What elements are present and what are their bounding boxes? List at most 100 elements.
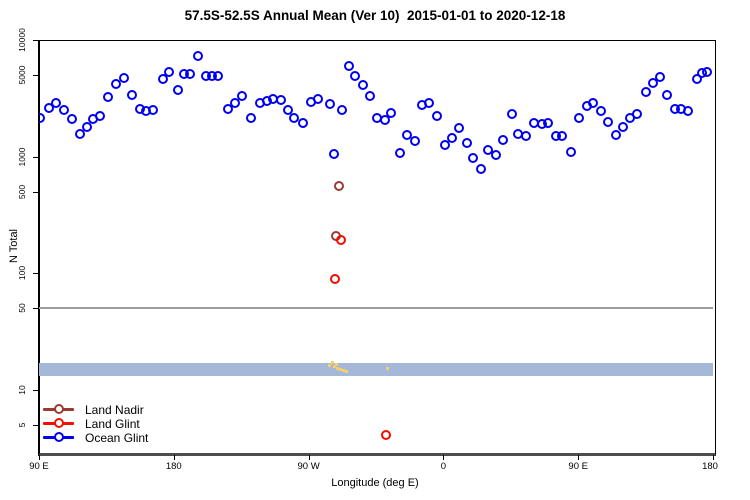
- data-point-ocean-glint: [424, 98, 435, 109]
- data-point-ocean-glint: [453, 123, 464, 134]
- x-tick-label: 90 E: [29, 461, 49, 472]
- data-point-ocean-glint: [461, 138, 472, 149]
- data-point-ocean-glint: [313, 93, 324, 104]
- legend-item-land-nadir: Land Nadir: [43, 402, 183, 417]
- plot-frame: [38, 40, 716, 456]
- y-tick-label: 10: [17, 384, 27, 395]
- y-tick-label: 5000: [17, 65, 27, 85]
- data-point-ocean-glint: [157, 73, 168, 84]
- data-point-ocean-glint: [193, 50, 204, 61]
- data-point-ocean-glint: [610, 129, 621, 140]
- data-point-ocean-glint: [164, 66, 175, 77]
- data-point-ocean-glint: [39, 112, 46, 123]
- yellow-mark: [333, 364, 337, 368]
- y-tick-label: 1000: [17, 147, 27, 166]
- data-point-ocean-glint: [350, 71, 361, 82]
- legend-marker-icon: [54, 432, 64, 442]
- data-point-ocean-glint: [282, 104, 293, 115]
- legend-label: Land Glint: [85, 416, 140, 431]
- data-point-ocean-glint: [172, 85, 183, 96]
- x-tick-label: 180: [702, 461, 718, 472]
- data-point-ocean-glint: [81, 121, 92, 132]
- yellow-mark: [334, 362, 338, 366]
- data-point-land-glint: [335, 234, 346, 245]
- data-point-ocean-glint: [58, 105, 69, 116]
- yellow-mark: [386, 366, 390, 370]
- legend-item-land-glint: Land Glint: [43, 416, 183, 431]
- x-tick: [712, 455, 714, 460]
- y-tick: [33, 191, 38, 193]
- data-point-ocean-glint: [126, 90, 137, 101]
- data-point-ocean-glint: [447, 133, 458, 144]
- data-point-ocean-glint: [223, 104, 234, 115]
- data-point-ocean-glint: [230, 98, 241, 109]
- x-tick-label: 90 W: [297, 461, 320, 472]
- chart-title: 57.5S-52.5S Annual Mean (Ver 10) 2015-01…: [184, 8, 566, 23]
- y-tick: [33, 75, 38, 77]
- y-tick-label: 10000: [17, 28, 27, 52]
- data-point-ocean-glint: [402, 129, 413, 140]
- y-tick-label: 50: [17, 303, 27, 313]
- yellow-mark: [344, 369, 348, 373]
- y-axis-title: N Total: [8, 228, 20, 264]
- data-point-ocean-glint: [648, 78, 659, 89]
- data-point-ocean-glint: [275, 94, 286, 105]
- data-point-ocean-glint: [468, 152, 479, 163]
- data-point-ocean-glint: [395, 148, 406, 159]
- plot-area: Land Nadir Land Glint Ocean Glint: [39, 41, 713, 452]
- data-point-land-glint: [329, 273, 340, 284]
- data-point-ocean-glint: [691, 73, 702, 84]
- data-point-ocean-glint: [476, 164, 487, 175]
- reference-line-50: [39, 307, 713, 310]
- data-point-ocean-glint: [324, 98, 335, 109]
- data-point-ocean-glint: [640, 87, 651, 98]
- legend-label: Land Nadir: [85, 402, 144, 417]
- data-point-ocean-glint: [245, 112, 256, 123]
- data-point-ocean-glint: [289, 112, 300, 123]
- data-point-ocean-glint: [574, 113, 585, 124]
- y-tick: [33, 273, 38, 274]
- x-tick: [578, 455, 580, 460]
- data-point-ocean-glint: [631, 109, 642, 120]
- data-point-ocean-glint: [358, 80, 369, 91]
- data-point-ocean-glint: [682, 105, 693, 116]
- legend-label: Ocean Glint: [85, 430, 149, 445]
- x-tick: [308, 455, 310, 460]
- data-point-ocean-glint: [336, 104, 347, 115]
- data-point-ocean-glint: [565, 146, 576, 157]
- x-tick: [173, 455, 175, 460]
- data-point-ocean-glint: [111, 79, 122, 90]
- data-point-land-glint: [381, 429, 392, 440]
- y-tick: [33, 389, 38, 391]
- data-point-ocean-glint: [236, 90, 247, 101]
- data-point-ocean-glint: [118, 72, 129, 83]
- legend-marker-icon: [54, 404, 64, 414]
- data-point-land-nadir: [333, 180, 344, 191]
- yellow-mark: [327, 363, 331, 367]
- data-point-ocean-glint: [328, 149, 339, 160]
- legend-item-ocean-glint: Ocean Glint: [43, 430, 183, 445]
- y-tick-label: 500: [17, 184, 27, 199]
- data-point-ocean-glint: [343, 61, 354, 72]
- data-point-ocean-glint: [385, 108, 396, 119]
- data-point-ocean-glint: [365, 91, 376, 102]
- data-point-ocean-glint: [498, 134, 509, 145]
- data-point-ocean-glint: [94, 110, 105, 121]
- yellow-mark: [330, 361, 334, 365]
- data-point-ocean-glint: [185, 68, 196, 79]
- data-point-ocean-glint: [66, 113, 77, 124]
- data-point-ocean-glint: [490, 150, 501, 160]
- data-point-ocean-glint: [595, 105, 606, 116]
- yellow-mark: [342, 368, 346, 372]
- y-tick-label: 5: [17, 422, 27, 427]
- x-tick: [443, 455, 445, 460]
- y-tick: [33, 308, 38, 310]
- y-tick: [33, 424, 38, 426]
- x-tick-label: 180: [165, 461, 182, 472]
- x-tick-label: 0: [440, 461, 447, 472]
- data-point-ocean-glint: [483, 144, 494, 155]
- highlight-band: [39, 362, 713, 377]
- data-point-ocean-glint: [520, 130, 531, 141]
- data-point-ocean-glint: [701, 66, 712, 77]
